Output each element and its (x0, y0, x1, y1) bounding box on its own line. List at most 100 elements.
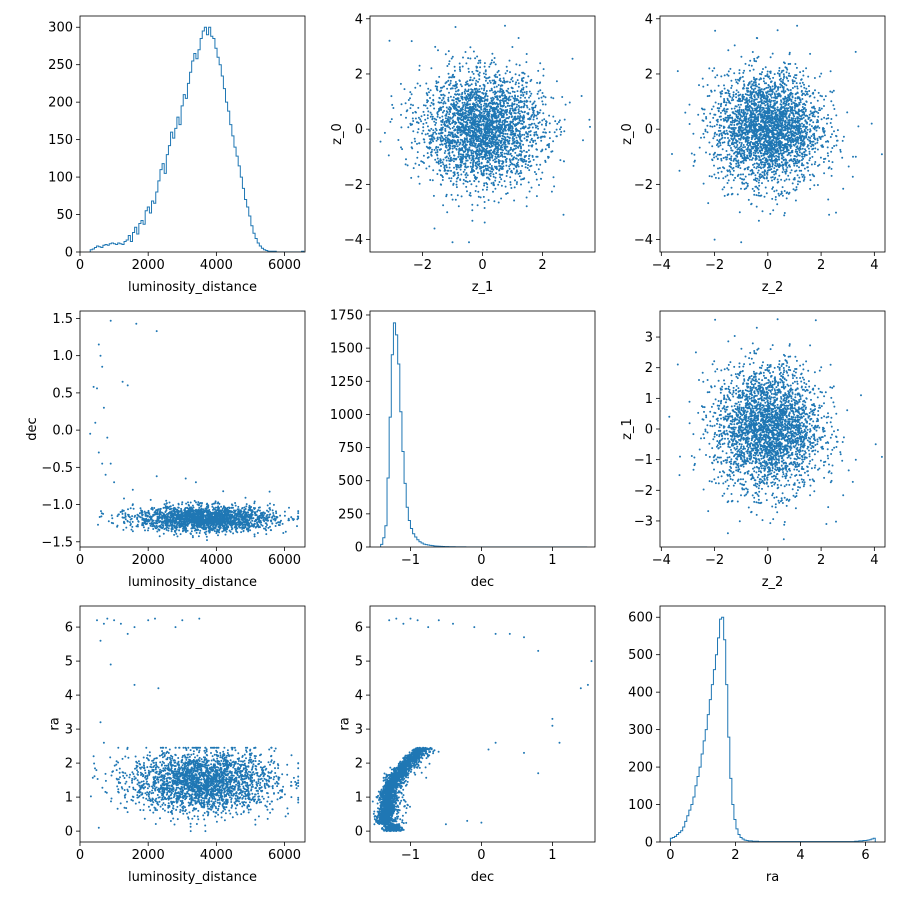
y-tick-label: 2 (645, 361, 653, 376)
y-tick-label: 250 (338, 507, 363, 522)
scatter-points (379, 24, 591, 244)
x-tick-label: 0 (76, 848, 84, 863)
x-tick-label: −2 (705, 258, 724, 273)
y-tick-label: 300 (48, 21, 73, 36)
y-tick-label: 4 (355, 12, 363, 27)
y-tick-label: 0.0 (52, 424, 73, 439)
x-tick-label: −4 (652, 258, 671, 273)
axes-frame (369, 310, 596, 548)
y-axis-label: z_0 (620, 123, 635, 145)
y-tick-label: 600 (628, 611, 653, 626)
y-tick-label: 150 (48, 133, 73, 148)
x-tick-label: 6000 (268, 848, 301, 863)
y-axis-label: ra (48, 717, 63, 730)
x-tick-label: 0 (764, 258, 772, 273)
axes-frame (79, 310, 306, 548)
y-tick-label: −2 (344, 178, 363, 193)
y-tick-label: 4 (65, 689, 73, 704)
x-tick-label: 0 (477, 848, 485, 863)
x-tick-label: 4 (870, 258, 878, 273)
plot-area (371, 617, 593, 833)
y-axis-label: ra (338, 717, 353, 730)
y-tick-label: 750 (338, 441, 363, 456)
axes-frame (659, 15, 886, 253)
panel-scatter-ld-ra: 0 2000 4000 6000 0 1 2 3 4 5 6 luminosity_distance r… (48, 605, 306, 885)
plot-area (89, 617, 300, 833)
x-axis-label: dec (471, 870, 494, 885)
x-tick-label: 4000 (200, 258, 233, 273)
y-tick-label: 200 (628, 761, 653, 776)
y-tick-label: 1000 (330, 408, 363, 423)
panel-scatter-z1-z0: −2 0 2 −4 −2 0 2 4 z_1 z_0 (330, 12, 596, 295)
x-tick-label: −2 (413, 258, 432, 273)
y-tick-label: 50 (56, 208, 73, 223)
axes-frame (79, 15, 306, 253)
x-axis-label: z_2 (762, 575, 784, 590)
x-tick-label: 1 (548, 848, 556, 863)
x-tick-label: 0 (666, 848, 674, 863)
x-tick-label: 2 (817, 258, 825, 273)
y-tick-label: −4 (344, 233, 363, 248)
y-tick-label: 1 (645, 392, 653, 407)
y-tick-label: −3 (634, 514, 653, 529)
histogram-step-line (89, 26, 305, 252)
y-tick-label: 2 (355, 67, 363, 82)
y-tick-label: 1 (65, 791, 73, 806)
y-tick-label: 2 (355, 757, 363, 772)
x-tick-label: 0 (76, 258, 84, 273)
y-tick-label: 5 (355, 655, 363, 670)
y-tick-label: 5 (65, 655, 73, 670)
x-tick-label: −4 (652, 553, 671, 568)
y-tick-label: 500 (628, 648, 653, 663)
panel-hist-dec: −1 0 1 0 250 500 750 1000 1250 1500 1750 dec (330, 308, 596, 590)
y-tick-label: −0.5 (41, 461, 73, 476)
y-tick-label: 0 (645, 836, 653, 851)
y-tick-label: 1.0 (52, 349, 73, 364)
x-tick-label: 4 (796, 848, 804, 863)
y-tick-label: 4 (355, 689, 363, 704)
y-tick-label: 0.5 (52, 386, 73, 401)
x-tick-label: 2000 (132, 553, 165, 568)
axes-frame (659, 605, 886, 843)
x-tick-label: 4 (870, 553, 878, 568)
panel-hist-luminosity-distance: 0 2000 4000 6000 0 50 100 150 200 250 300 luminosit… (48, 15, 306, 295)
y-tick-label: 0 (65, 246, 73, 261)
y-axis-label: dec (25, 417, 40, 440)
plot-area (671, 24, 883, 244)
x-tick-label: −2 (705, 553, 724, 568)
panel-scatter-z2-z1: −4 −2 0 2 4 −3 −2 −1 0 1 2 3 z_2 z_1 (620, 310, 886, 590)
axes-frame (369, 605, 596, 843)
x-tick-label: 6000 (268, 553, 301, 568)
panel-hist-ra: 0 2 4 6 0 100 200 300 400 500 600 ra (628, 605, 886, 885)
y-tick-label: −1.0 (41, 498, 73, 513)
panel-scatter-z2-z0: −4 −2 0 2 4 −4 −2 0 2 4 z_2 z_0 (620, 12, 886, 295)
y-tick-label: −1 (634, 453, 653, 468)
scatter-points (371, 617, 593, 833)
y-tick-label: 100 (628, 798, 653, 813)
y-tick-label: −2 (634, 484, 653, 499)
x-tick-label: 2000 (132, 258, 165, 273)
x-axis-label: ra (766, 870, 779, 885)
y-tick-label: 100 (48, 171, 73, 186)
y-tick-label: 300 (628, 723, 653, 738)
y-axis-label: z_1 (620, 418, 635, 440)
y-tick-label: 2 (645, 67, 653, 82)
x-tick-label: 0 (478, 258, 486, 273)
panel-scatter-dec-ra: −1 0 1 0 1 2 3 4 5 6 dec ra (338, 605, 596, 885)
x-axis-label: luminosity_distance (128, 280, 257, 295)
x-axis-label: z_1 (472, 280, 494, 295)
x-tick-label: 2 (538, 258, 546, 273)
x-axis-label: z_2 (762, 280, 784, 295)
y-tick-label: 6 (355, 621, 363, 636)
y-tick-label: −1.5 (41, 535, 73, 550)
plot-area (89, 26, 305, 252)
x-tick-label: 2 (817, 553, 825, 568)
y-tick-label: −2 (634, 178, 653, 193)
y-tick-label: −4 (634, 233, 653, 248)
y-tick-label: 2 (65, 757, 73, 772)
x-tick-label: 2 (731, 848, 739, 863)
axes-frame (79, 605, 306, 843)
y-tick-label: 3 (65, 723, 73, 738)
y-tick-label: 0 (355, 825, 363, 840)
